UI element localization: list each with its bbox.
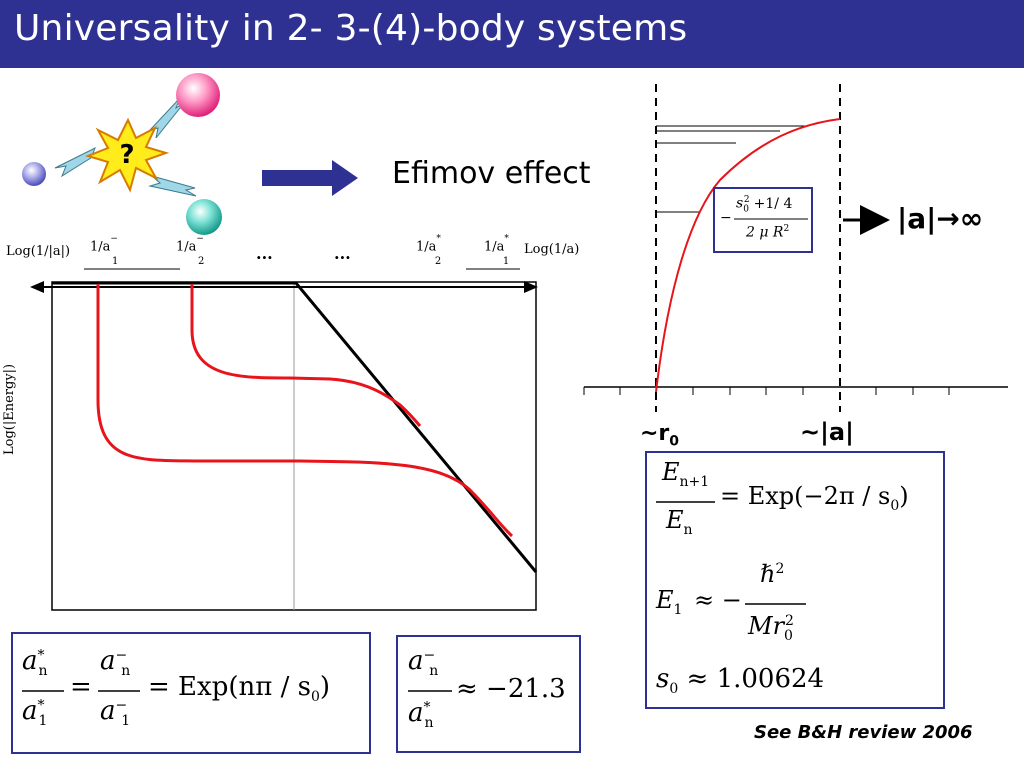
e1-equation: E1 ≈ − ℏ2 Mr02 bbox=[656, 560, 794, 644]
pink-particle-icon bbox=[176, 73, 220, 117]
efimov-effect-label: Efimov effect bbox=[392, 156, 591, 191]
ellipsis-1: ... bbox=[256, 244, 273, 263]
scattering-illustration: ? bbox=[22, 73, 222, 235]
explosion-icon: ? bbox=[84, 117, 170, 193]
efimov-trimer-2 bbox=[190, 284, 422, 427]
slide-title: Universality in 2- 3-(4)-body systems bbox=[14, 8, 688, 49]
ratio-value-equation: a−n a*n ≈ −21.3 bbox=[408, 646, 566, 732]
energy-plot bbox=[30, 268, 538, 611]
teal-particle-icon bbox=[186, 199, 222, 235]
potential-plot bbox=[583, 84, 1008, 412]
r0-tick-label: ~r0 bbox=[640, 421, 680, 450]
scaling-box bbox=[11, 632, 371, 754]
scaling-equation: a*n a*1 = a−n a−1 = Exp(nπ / s0) bbox=[22, 646, 331, 730]
ratio-box bbox=[396, 635, 581, 753]
ellipsis-2: ... bbox=[334, 244, 351, 263]
tick-a1-star: 1/a*1 bbox=[484, 234, 510, 267]
energy-levels bbox=[656, 125, 808, 213]
right-arrow-icon bbox=[262, 160, 358, 196]
tick-a1-minus: 1/a−1 bbox=[90, 234, 119, 267]
equation-boxes bbox=[11, 187, 945, 754]
right-arrowhead-icon bbox=[524, 281, 538, 293]
equations-box bbox=[645, 451, 945, 709]
left-axis-label: Log(1/|a|) bbox=[6, 244, 71, 259]
y-axis-label: Log(|Energy|) bbox=[2, 363, 17, 455]
potential-formula-box bbox=[713, 187, 813, 253]
question-mark: ? bbox=[119, 140, 134, 170]
efimov-trimer-1 bbox=[96, 284, 514, 538]
potential-formula: − s02 +1/ 4 2 μ R2 bbox=[720, 195, 793, 241]
blue-particle-icon bbox=[22, 162, 46, 186]
potential-curve bbox=[655, 118, 841, 393]
left-arrowhead-icon bbox=[30, 281, 44, 293]
tick-a2-minus: 1/a−2 bbox=[176, 234, 205, 267]
energy-ratio-equation: En+1 En = Exp(−2π / s0) bbox=[662, 458, 909, 538]
title-bar: Universality in 2- 3-(4)-body systems bbox=[0, 0, 1024, 68]
right-axis-label: Log(1/a) bbox=[524, 242, 580, 257]
reference-note: See B&H review 2006 bbox=[754, 722, 973, 743]
s0-equation: s0 ≈ 1.00624 bbox=[656, 664, 825, 698]
tick-a2-star: 1/a*2 bbox=[416, 234, 442, 267]
limit-label: |a|→∞ bbox=[897, 202, 984, 235]
threshold-line bbox=[52, 281, 538, 573]
a-tick-label: ~|a| bbox=[800, 418, 854, 446]
